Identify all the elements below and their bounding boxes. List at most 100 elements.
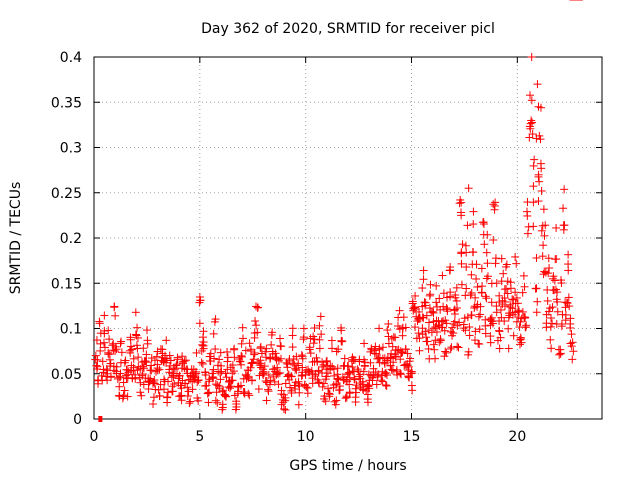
y-tick-label: 0.4 <box>60 50 82 66</box>
data-point <box>436 335 445 344</box>
data-point <box>559 225 568 234</box>
data-point <box>287 372 296 381</box>
data-point <box>249 355 258 364</box>
data-point <box>441 347 450 356</box>
data-point <box>355 357 364 366</box>
data-point <box>218 400 227 409</box>
data-point <box>142 350 151 359</box>
data-point <box>509 331 518 340</box>
data-point <box>378 343 387 352</box>
data-point <box>365 384 374 393</box>
data-point <box>503 289 512 298</box>
data-point <box>287 389 296 398</box>
data-point <box>212 388 221 397</box>
data-point <box>482 294 491 303</box>
data-point <box>411 291 420 300</box>
data-point <box>530 155 539 164</box>
data-point <box>564 260 573 269</box>
data-point <box>547 344 556 353</box>
data-point <box>512 259 521 268</box>
data-point <box>430 345 439 354</box>
data-point <box>154 385 163 394</box>
data-point <box>364 370 373 379</box>
data-point <box>511 252 520 261</box>
data-point <box>216 375 225 384</box>
data-point <box>472 274 481 283</box>
data-point <box>151 367 160 376</box>
y-axis-label: SRMTID / TECUs <box>8 182 24 295</box>
data-point <box>546 322 555 331</box>
data-point <box>158 345 167 354</box>
data-point <box>92 336 101 345</box>
data-point <box>219 386 228 395</box>
data-point <box>541 221 550 230</box>
data-point <box>178 357 187 366</box>
data-point <box>277 342 286 351</box>
data-point <box>501 297 510 306</box>
data-point <box>442 348 451 357</box>
data-point <box>230 353 239 362</box>
data-point <box>206 349 215 358</box>
x-tick-label: 15 <box>403 429 421 445</box>
y-tick-label: 0.35 <box>51 95 82 111</box>
data-point <box>341 394 350 403</box>
data-point <box>470 336 479 345</box>
data-point <box>521 323 530 332</box>
data-point <box>256 356 265 365</box>
data-point <box>340 354 349 363</box>
y-tick-label: 0.15 <box>51 276 82 292</box>
data-point <box>481 292 490 301</box>
data-point <box>409 304 418 313</box>
data-point <box>252 302 261 311</box>
data-point <box>366 347 375 356</box>
data-point <box>155 391 164 400</box>
data-point <box>292 365 301 374</box>
data-point <box>568 338 577 347</box>
data-point <box>108 341 117 350</box>
data-point <box>205 388 214 397</box>
data-point <box>504 344 513 353</box>
data-point <box>210 317 219 326</box>
data-point <box>482 248 491 257</box>
data-point <box>150 376 159 385</box>
data-point <box>217 367 226 376</box>
data-point <box>506 284 515 293</box>
data-point <box>566 323 575 332</box>
data-point <box>355 372 364 381</box>
data-point <box>360 339 369 348</box>
data-point <box>554 345 563 354</box>
data-point <box>370 346 379 355</box>
data-point <box>404 373 413 382</box>
data-point <box>209 365 218 374</box>
data-point <box>310 324 319 333</box>
data-point <box>247 359 256 368</box>
data-point <box>274 369 283 378</box>
data-point <box>439 289 448 298</box>
data-point <box>457 208 466 217</box>
data-point <box>229 367 238 376</box>
data-point <box>455 199 464 208</box>
data-point <box>479 220 488 229</box>
data-point <box>483 272 492 281</box>
data-point <box>331 400 340 409</box>
data-point <box>163 393 172 402</box>
data-point <box>127 345 136 354</box>
data-point <box>533 80 542 89</box>
data-point <box>490 205 499 214</box>
data-point <box>279 390 288 399</box>
data-point <box>499 269 508 278</box>
data-point <box>294 377 303 386</box>
chart-title: Day 362 of 2020, SRMTID for receiver pic… <box>201 21 495 37</box>
data-point <box>497 254 506 263</box>
data-point <box>201 368 210 377</box>
data-point <box>324 384 333 393</box>
data-point <box>474 339 483 348</box>
data-point <box>559 204 568 213</box>
data-point <box>424 344 433 353</box>
data-point <box>345 389 354 398</box>
data-point <box>556 349 565 358</box>
data-point <box>418 284 427 293</box>
data-point <box>162 336 171 345</box>
axis-ticks <box>93 56 602 420</box>
data-point <box>511 288 520 297</box>
